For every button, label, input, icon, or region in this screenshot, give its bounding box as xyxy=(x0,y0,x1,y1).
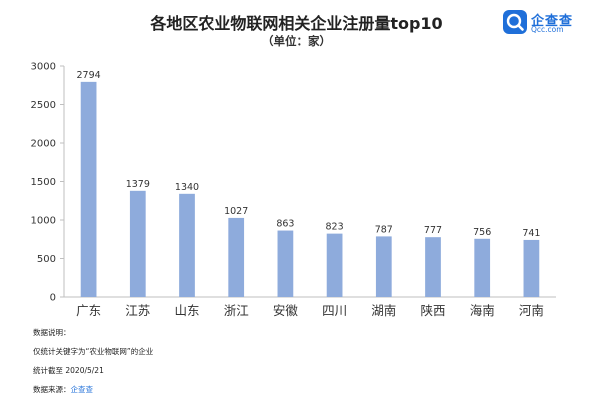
bar-chart: 0 500 1000 1500 2000 2500 3000 2794 广东 1379 江苏 1340… xyxy=(31,62,556,318)
bar xyxy=(179,193,195,297)
bar xyxy=(425,237,441,297)
y-tick-label: 1500 xyxy=(31,177,56,188)
bar xyxy=(80,81,97,297)
notes-scope: 仅统计关键字为“农业物联网”的企业 xyxy=(33,347,154,356)
bar xyxy=(326,233,343,297)
x-tick-label: 山东 xyxy=(174,303,199,318)
x-tick-label: 广东 xyxy=(76,303,101,318)
notes-source: 数据来源：企查查 xyxy=(33,385,553,404)
data-label: 787 xyxy=(375,224,393,235)
y-tick-label: 0 xyxy=(50,293,56,304)
x-tick-label: 陕西 xyxy=(420,303,445,318)
notes-heading: 数据说明： xyxy=(33,328,71,337)
data-label: 1027 xyxy=(224,206,248,217)
magnifier-logo-icon xyxy=(503,10,527,34)
data-label: 823 xyxy=(326,222,344,233)
x-tick-label: 江苏 xyxy=(125,303,150,318)
x-tick-label: 海南 xyxy=(470,303,495,318)
data-label: 777 xyxy=(424,225,442,236)
brand-domain: Qcc.com xyxy=(531,25,564,34)
bar xyxy=(474,238,491,297)
data-label: 741 xyxy=(522,228,540,239)
data-label: 863 xyxy=(276,219,294,230)
chart-subtitle: （单位：家） xyxy=(262,34,331,48)
data-label: 1379 xyxy=(126,179,150,190)
x-tick-label: 湖南 xyxy=(371,303,396,318)
x-tick-label: 安徽 xyxy=(273,303,299,318)
bar xyxy=(523,239,540,297)
bar xyxy=(277,230,294,297)
data-label: 756 xyxy=(473,227,491,238)
data-label: 2794 xyxy=(77,70,101,81)
x-tick-label: 浙江 xyxy=(224,303,249,318)
y-tick-label: 3000 xyxy=(31,62,56,73)
notes-cutoff: 统计截至 2020/5/21 xyxy=(33,366,104,375)
notes-source-value: 企查查 xyxy=(70,385,94,394)
chart-title: 各地区农业物联网相关企业注册量top10 xyxy=(150,14,443,33)
x-tick-label: 四川 xyxy=(322,303,347,318)
data-label: 1340 xyxy=(175,182,199,193)
bar xyxy=(375,236,392,297)
x-tick-label: 河南 xyxy=(519,303,544,318)
brand-name: 企查查 xyxy=(531,14,574,29)
bar xyxy=(129,190,146,297)
y-tick-label: 500 xyxy=(37,254,56,265)
data-notes: 数据说明： 仅统计关键字为“农业物联网”的企业 统计截至 2020/5/21 数… xyxy=(33,328,553,404)
brand-logo: 企查查 Qcc.com xyxy=(502,9,590,35)
y-tick-label: 2500 xyxy=(31,100,56,111)
bar xyxy=(228,217,245,297)
y-tick-label: 1000 xyxy=(31,216,56,227)
notes-source-label: 数据来源： xyxy=(33,385,71,394)
y-tick-label: 2000 xyxy=(31,139,56,150)
